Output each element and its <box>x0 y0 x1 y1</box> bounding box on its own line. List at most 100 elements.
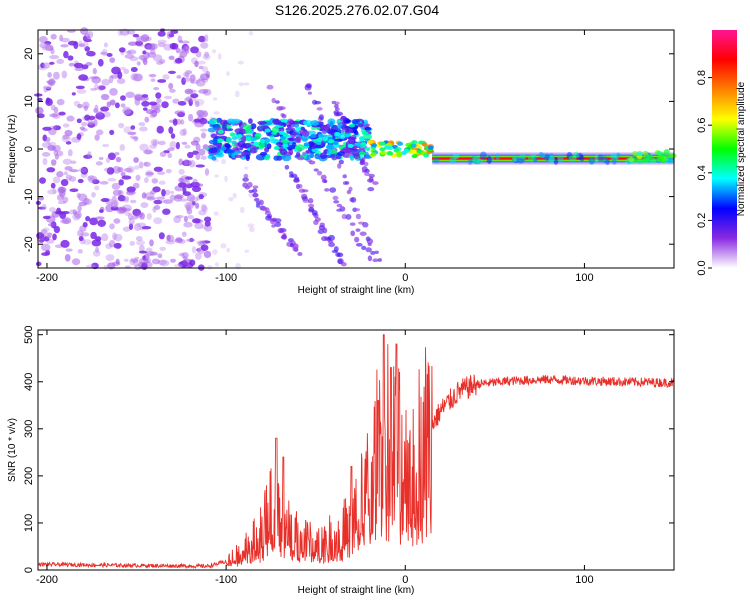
spectrogram-cell <box>157 79 167 83</box>
spectrogram-cell <box>129 258 136 266</box>
spectrogram-cell <box>52 188 57 195</box>
spectrogram-cell <box>95 112 105 120</box>
spectrogram-cell <box>178 177 184 183</box>
spectrogram-cell <box>141 94 149 98</box>
spectrogram-cell <box>135 40 144 47</box>
spectrogram-cell <box>133 73 143 82</box>
spectrogram-cell <box>47 72 52 78</box>
spectrogram-cell <box>105 157 111 163</box>
spectrogram-cell <box>344 133 351 138</box>
spectrogram-cell <box>41 142 52 148</box>
spectrogram-cell <box>60 37 70 43</box>
spectrogram-cell <box>93 119 98 127</box>
spectrogram-cell <box>336 252 344 258</box>
spectrogram-cell <box>178 158 183 166</box>
spectrogram-cell <box>130 125 136 130</box>
spectrogram-cell <box>181 141 188 145</box>
spectrogram-cell <box>103 111 111 118</box>
spectrogram-cell <box>248 118 253 125</box>
spectrogram-cell <box>212 97 218 101</box>
spectrogram-cell <box>118 179 124 186</box>
spectrogram-cell <box>118 122 125 129</box>
spectrogram-cell <box>136 43 144 47</box>
spectrogram-cell <box>432 156 440 164</box>
spectrogram-cell <box>139 143 149 152</box>
spectrogram-cell <box>120 95 126 101</box>
spectrogram-cell <box>207 127 217 133</box>
spectrogram-cell <box>351 118 360 125</box>
spectrogram-cell <box>87 175 95 179</box>
colorbar-ticks: 0.0 0.2 0.4 0.6 0.8 <box>696 70 712 276</box>
spectrogram-cell <box>144 116 150 123</box>
spectrogram-cell <box>195 202 200 209</box>
spectrogram-cell <box>132 259 139 267</box>
spectrogram-cell <box>52 176 61 184</box>
spectrogram-cell <box>54 210 65 215</box>
spectrogram-cell <box>350 197 357 203</box>
spectrogram-cell <box>67 55 74 61</box>
spectrogram-cell <box>166 31 172 39</box>
spectrogram-cell <box>217 53 222 60</box>
spectrogram-cell <box>85 264 96 269</box>
spectrogram-cell <box>297 252 303 256</box>
spectrogram-cell <box>187 214 194 220</box>
spectrogram-cell <box>273 155 280 161</box>
spectrogram-cell <box>355 242 363 247</box>
spectrogram-cell <box>289 123 295 128</box>
spectrogram-cell <box>568 155 577 162</box>
spectrogram-cell <box>41 203 47 211</box>
spectrogram-cell <box>379 147 386 152</box>
spectrogram-cell <box>94 185 100 191</box>
spectrogram-cell <box>143 149 154 155</box>
spectrogram-cell <box>138 250 148 254</box>
spectrogram-cell <box>151 258 160 265</box>
spectrogram-cell <box>367 186 375 192</box>
spectrogram-cell <box>184 201 194 210</box>
spectrogram-cell <box>295 151 301 158</box>
spectrogram-cell <box>307 198 314 204</box>
spectrogram-cell <box>54 153 59 160</box>
snr-x-label: Height of straight line (km) <box>298 585 415 596</box>
spectrogram-cell <box>112 232 118 241</box>
spectrogram-cell <box>144 258 152 264</box>
spectrogram-cell <box>410 143 417 148</box>
spectrogram-cell <box>453 153 460 160</box>
spectrogram-cell <box>123 68 130 75</box>
spectrogram-cell <box>152 206 157 213</box>
spectrogram-cell <box>304 84 312 91</box>
spectrogram-cell <box>274 218 282 223</box>
spectrogram-cell <box>318 114 324 120</box>
spectrogram-cell <box>89 115 94 121</box>
spectrogram-cell <box>660 152 667 158</box>
spectrogram-cell <box>338 159 344 165</box>
spectrogram-cell <box>157 30 166 37</box>
spectrogram-cell <box>213 111 221 115</box>
spectrogram-cell <box>178 169 185 175</box>
spectrogram-cell <box>544 153 550 161</box>
spectrogram-cell <box>286 137 294 141</box>
spectrogram-cell <box>134 94 143 101</box>
spectrogram-cell <box>39 177 46 184</box>
spectrogram-cell <box>220 243 227 249</box>
spectrogram-cell <box>148 101 158 106</box>
spectrogram-cell <box>282 143 289 148</box>
spectrogram-cell <box>141 192 147 199</box>
spectrogram-cell <box>146 247 153 252</box>
spectrogram-cell <box>126 29 136 35</box>
spectrogram-cell <box>162 74 170 80</box>
spectrogram-cell <box>208 139 218 145</box>
spectrogram-cell <box>327 240 334 244</box>
spectrogram-cell <box>358 151 366 156</box>
spectrogram-cell <box>177 101 187 106</box>
spectrogram-cell <box>294 144 305 151</box>
spectrogram-cell <box>140 34 150 42</box>
spectrogram-cell <box>78 40 83 48</box>
spectrogram-cell <box>266 84 274 90</box>
spectrogram-cell <box>538 151 544 159</box>
spectrogram-cell <box>195 78 206 87</box>
spectrogram-cell <box>173 263 184 268</box>
spectrogram-cell <box>660 158 667 164</box>
spectrogram-cell <box>197 183 204 187</box>
spectrogram-cell <box>359 231 367 236</box>
spectrogram-cell <box>243 173 249 179</box>
